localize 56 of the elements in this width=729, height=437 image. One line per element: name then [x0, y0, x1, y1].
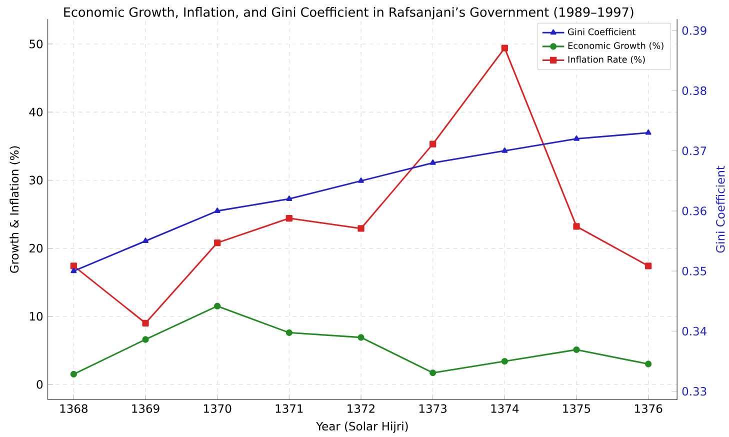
x-tick-label: 1372: [348, 404, 374, 413]
point: [214, 208, 220, 213]
point: [286, 196, 292, 201]
point: [286, 329, 292, 336]
y2-tick-label: 0.35: [682, 266, 706, 276]
point: [358, 334, 364, 341]
point: [501, 358, 508, 365]
x-tick-label: 1374: [491, 404, 519, 413]
point: [430, 160, 436, 165]
point: [70, 268, 77, 274]
point: [502, 147, 508, 153]
x-tick-label: 1373: [419, 404, 447, 413]
x-tick-label: 1370: [204, 404, 232, 413]
x-tick-label: 1376: [634, 404, 662, 413]
point: [430, 140, 436, 148]
point: [142, 320, 149, 326]
point: [358, 178, 364, 183]
point: [573, 346, 580, 353]
point: [358, 225, 364, 232]
y-tick-label: 30: [30, 176, 43, 184]
point: [645, 360, 652, 368]
legend-label: Gini Coefficient: [568, 28, 636, 36]
y2-tick-label: 0.34: [682, 326, 706, 336]
legend-label: Inflation Rate (%): [568, 56, 645, 64]
point: [142, 238, 148, 244]
y2-tick-label: 0.37: [682, 146, 706, 156]
point: [70, 262, 77, 270]
y2-tick-label: 0.39: [682, 26, 706, 35]
x-tick-label: 1371: [276, 404, 303, 413]
x-tick-label: 1369: [132, 404, 160, 413]
y2-tick-label: 0.38: [682, 86, 706, 96]
legend-label: Economic Growth (%): [568, 42, 664, 50]
point: [573, 223, 580, 230]
point: [286, 214, 292, 222]
y2-tick-label: 0.36: [682, 206, 706, 216]
chart-title: Economic Growth, Inflation, and Gini Coefficient in Rafsanjani’s Government (1989–1997): [64, 7, 634, 20]
point: [501, 44, 508, 52]
point: [430, 370, 436, 376]
point: [70, 370, 77, 378]
y-tick-label: 0: [36, 380, 43, 389]
x-tick-label: 1368: [60, 404, 88, 413]
point: [645, 129, 652, 135]
point: [142, 336, 149, 343]
point: [645, 262, 652, 270]
y2-axis-title: Gini Coefficient: [716, 166, 725, 253]
point: [214, 302, 221, 310]
point: [574, 135, 580, 141]
y-tick-label: 10: [30, 312, 43, 321]
y-tick-label: 50: [30, 40, 43, 48]
y-tick-label: 40: [29, 108, 43, 116]
x-axis-title: Year (Solar Hijri): [316, 422, 408, 433]
y-axis-title: Growth & Inflation (%): [10, 146, 20, 273]
y2-tick-label: 0.33: [682, 386, 706, 396]
point: [214, 239, 221, 246]
x-tick-label: 1375: [563, 404, 590, 413]
y-tick-label: 20: [30, 244, 43, 253]
